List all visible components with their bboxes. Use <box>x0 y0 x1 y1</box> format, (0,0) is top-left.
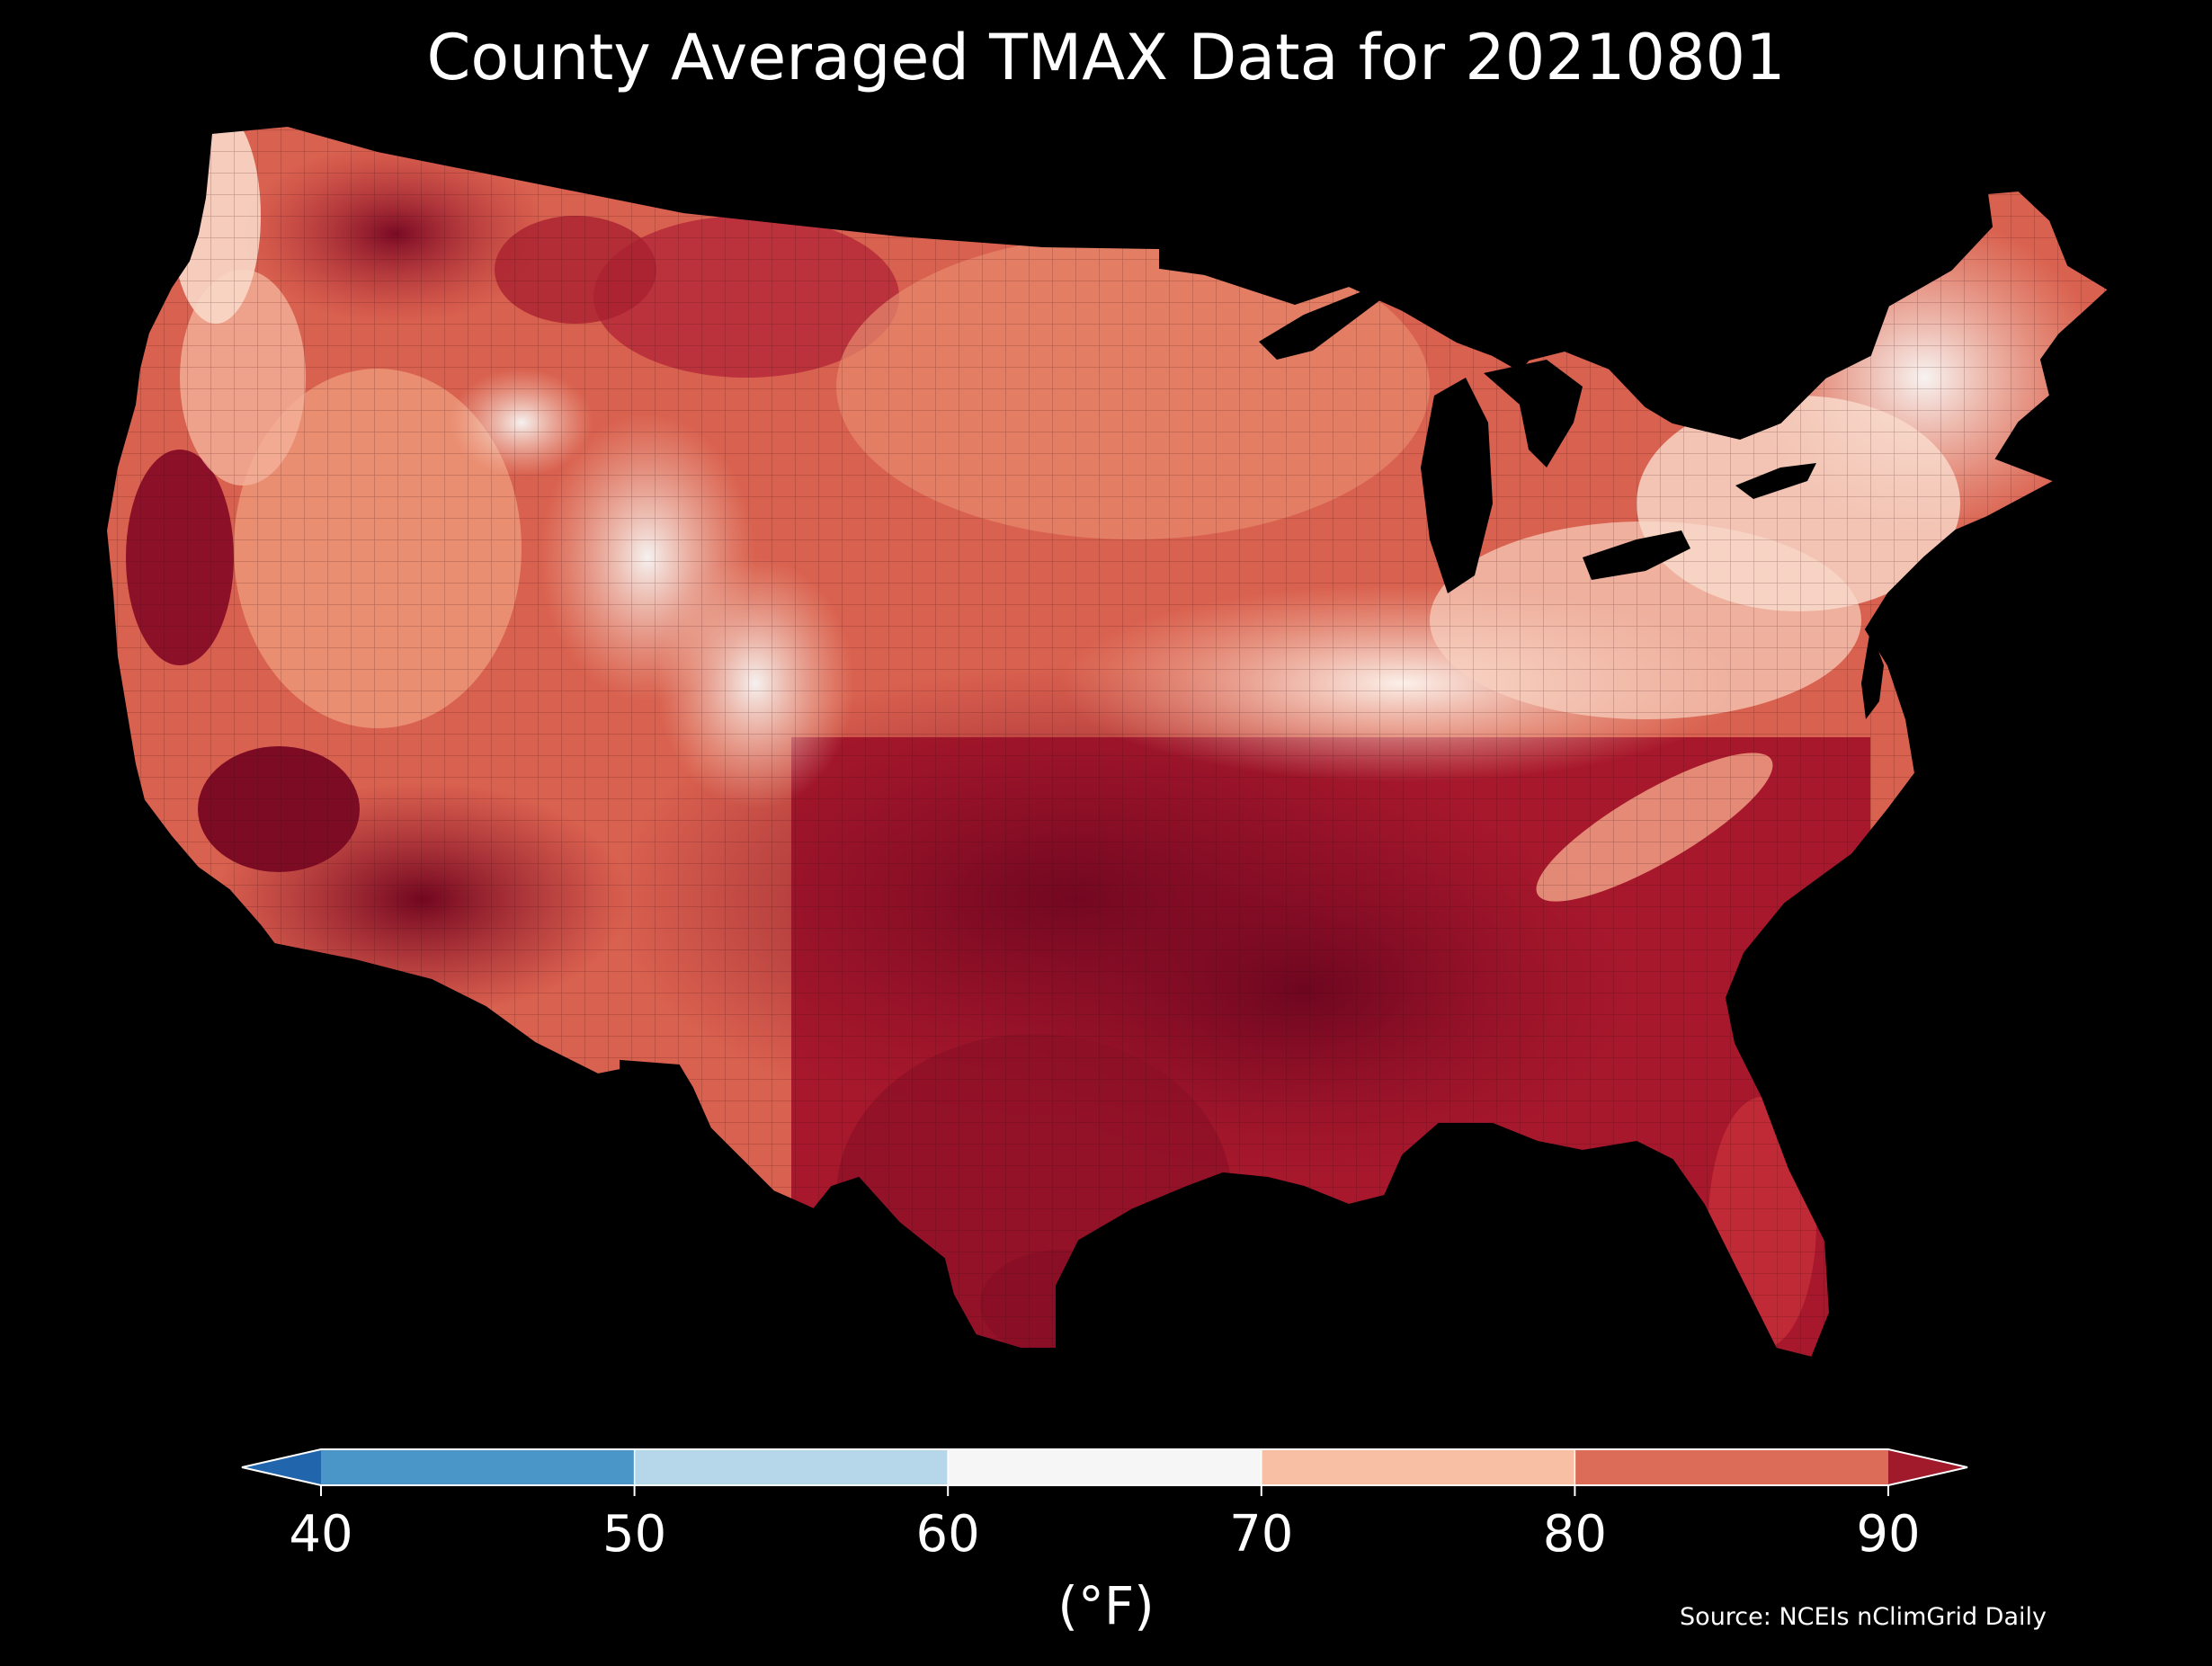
colorbar-tick-label: 90 <box>1856 1505 1921 1564</box>
colorbar-bin-0 <box>321 1449 635 1485</box>
colorbar-tick-label: 40 <box>289 1505 353 1564</box>
colorbar-tick-label: 80 <box>1542 1505 1608 1564</box>
colorbar-tick-label: 60 <box>915 1505 980 1564</box>
colorbar-bin-1 <box>634 1449 949 1485</box>
contiguous-us <box>106 126 2109 1358</box>
colorbar-label: (°F) <box>1057 1575 1155 1636</box>
map-title: County Averaged TMAX Data for 20210801 <box>426 21 1786 94</box>
colorbar-extend-low <box>242 1449 321 1485</box>
us-outline <box>104 124 2110 1359</box>
colorbar-bin-3 <box>1261 1449 1575 1485</box>
colorbar-bin-4 <box>1574 1449 1888 1485</box>
colorbar-extend-high <box>1888 1449 1967 1485</box>
great-lakes <box>1259 290 1816 593</box>
colorbar-bin-2 <box>948 1449 1262 1485</box>
colorbar-tick-label: 50 <box>602 1505 667 1564</box>
colorbar <box>241 1448 1968 1496</box>
chesapeake-bay <box>1861 629 1884 719</box>
source-note: Source: NCEIs nClimGrid Daily <box>1680 1603 2047 1631</box>
colorbar-tick-label: 70 <box>1229 1505 1294 1564</box>
